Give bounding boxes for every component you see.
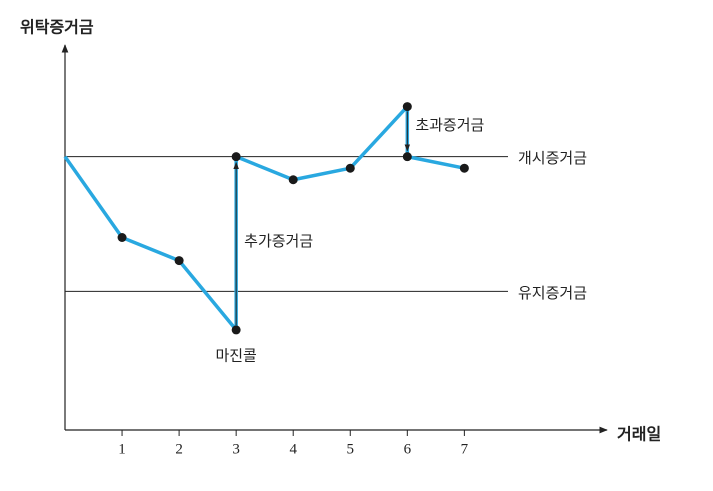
- annotation-label: 마진콜: [215, 346, 256, 364]
- x-tick-label: 7: [461, 441, 469, 457]
- data-line: [63, 104, 465, 332]
- data-point: [288, 175, 298, 185]
- x-tick-label: 4: [289, 441, 297, 457]
- x-tick-label: 2: [175, 441, 183, 457]
- data-point: [459, 163, 469, 173]
- annotation-label: 추가증거금: [244, 232, 313, 250]
- data-point: [402, 152, 412, 162]
- data-point: [174, 256, 184, 266]
- y-axis-title: 위탁증거금: [20, 18, 94, 37]
- x-tick-label: 1: [118, 441, 126, 457]
- data-point: [231, 152, 241, 162]
- data-point: [231, 325, 241, 335]
- x-tick-label: 5: [347, 441, 355, 457]
- x-axis-title: 거래일: [617, 425, 661, 444]
- annotation-label: 초과증거금: [415, 116, 484, 134]
- reference-label: 유지증거금: [518, 284, 587, 302]
- data-point: [345, 163, 355, 173]
- x-tick-label: 6: [404, 441, 412, 457]
- x-tick-label: 3: [232, 441, 240, 457]
- reference-label: 개시증거금: [518, 149, 587, 167]
- data-point: [117, 233, 127, 242]
- data-point: [402, 102, 412, 112]
